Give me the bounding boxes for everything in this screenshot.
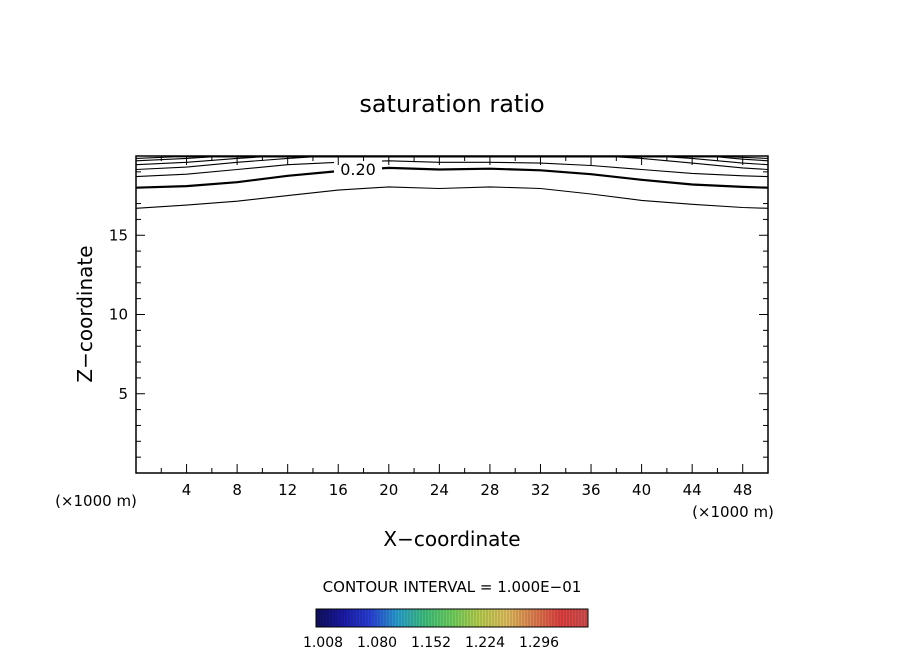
x-axis-ticks: 4 8 12 16 20 24 28 32 36 40 44 48 xyxy=(160,156,752,499)
colorbar-tick-label: 1.080 xyxy=(357,635,397,651)
x-tick-label: 28 xyxy=(480,481,499,499)
colorbar-tick-label: 1.008 xyxy=(303,635,343,651)
colorbar xyxy=(315,608,589,628)
x-tick-label: 24 xyxy=(430,481,449,499)
y-axis-ticks: 5 10 15 xyxy=(109,171,768,458)
chart-title: saturation ratio xyxy=(359,90,544,118)
contour-line-1 xyxy=(135,186,769,209)
x-tick-label: 36 xyxy=(581,481,600,499)
x-unit-right: (×1000 m) xyxy=(692,503,774,521)
y-axis-label: Z−coordinate xyxy=(73,245,97,382)
contour-line-5 xyxy=(135,156,769,166)
colorbar-labels: 1.008 1.080 1.152 1.224 1.296 xyxy=(303,635,559,651)
x-tick-label: 12 xyxy=(278,481,297,499)
x-tick-label: 16 xyxy=(329,481,348,499)
x-axis-label: X−coordinate xyxy=(383,527,520,551)
contour-label-background xyxy=(334,160,382,178)
contour-line-2 xyxy=(135,166,769,189)
contour-interval-text: CONTOUR INTERVAL = 1.000E−01 xyxy=(323,578,582,596)
y-tick-label: 5 xyxy=(118,385,128,403)
x-tick-label: 8 xyxy=(232,481,242,499)
y-tick-label: 10 xyxy=(109,306,128,324)
colorbar-tick-label: 1.152 xyxy=(411,635,451,651)
x-tick-label: 4 xyxy=(182,481,192,499)
plot-frame xyxy=(135,155,769,474)
x-unit-left: (×1000 m) xyxy=(55,492,137,510)
contour-line-3 xyxy=(135,160,769,178)
colorbar-tick-label: 1.296 xyxy=(519,635,559,651)
x-tick-label: 32 xyxy=(531,481,550,499)
x-tick-label: 44 xyxy=(683,481,702,499)
colorbar-stripes xyxy=(318,609,587,627)
contour-line-7 xyxy=(135,156,769,159)
x-tick-label: 40 xyxy=(632,481,651,499)
contour-label: 0.20 xyxy=(340,160,376,179)
x-tick-label: 48 xyxy=(733,481,752,499)
x-tick-label: 20 xyxy=(379,481,398,499)
y-tick-label: 15 xyxy=(109,226,128,244)
contour-lines xyxy=(135,156,769,209)
colorbar-tick-label: 1.224 xyxy=(465,635,505,651)
